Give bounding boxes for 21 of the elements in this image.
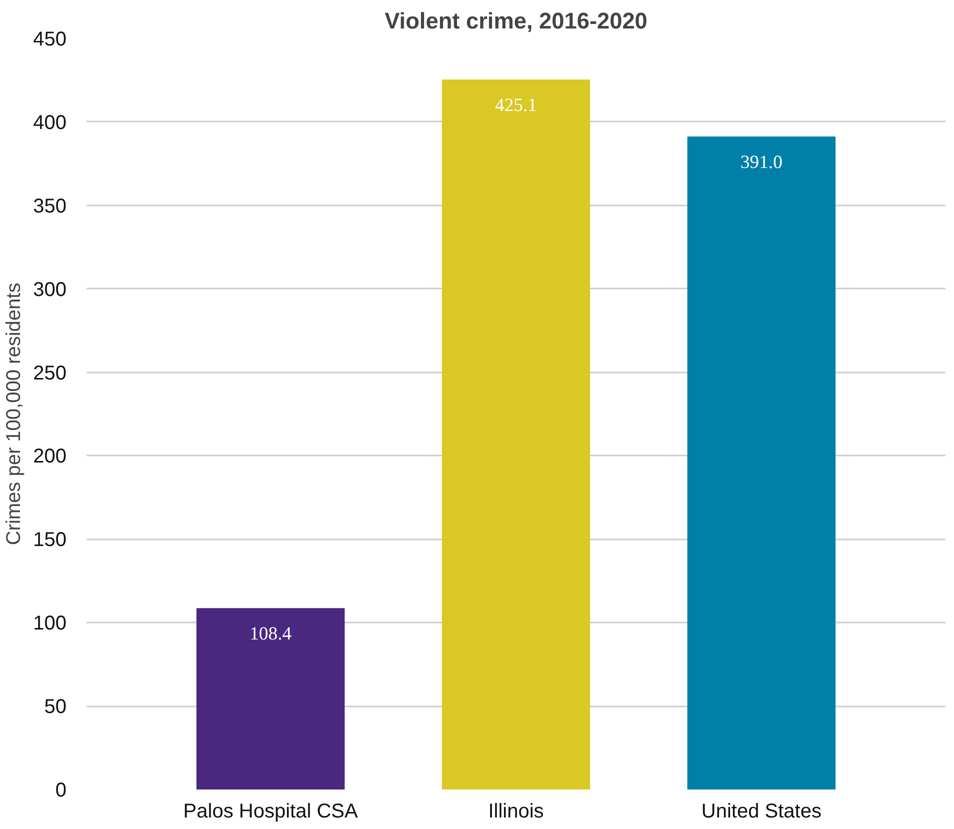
y-tick-label: 0 bbox=[55, 780, 66, 802]
x-tick-label: United States bbox=[701, 800, 822, 822]
y-tick-label: 450 bbox=[33, 28, 67, 50]
y-tick-label: 250 bbox=[33, 362, 67, 384]
y-tick-label: 400 bbox=[33, 112, 67, 134]
data-label: 108.4 bbox=[250, 624, 292, 645]
y-tick-label: 50 bbox=[44, 696, 67, 718]
chart-title: Violent crime, 2016-2020 bbox=[384, 8, 648, 34]
bar bbox=[442, 80, 590, 790]
bar bbox=[196, 608, 345, 790]
y-tick-label: 300 bbox=[33, 278, 67, 301]
data-label: 425.1 bbox=[495, 95, 537, 116]
x-tick-label: Illinois bbox=[488, 800, 544, 822]
x-tick-label: Palos Hospital CSA bbox=[183, 800, 358, 822]
data-label: 391.0 bbox=[740, 152, 782, 173]
y-tick-label: 150 bbox=[33, 529, 67, 552]
y-tick-label: 350 bbox=[33, 195, 67, 218]
y-tick-label: 200 bbox=[33, 446, 67, 468]
y-axis-title: Crimes per 100,000 residents bbox=[3, 282, 26, 546]
bar bbox=[687, 136, 836, 790]
y-tick-label: 100 bbox=[33, 612, 67, 635]
